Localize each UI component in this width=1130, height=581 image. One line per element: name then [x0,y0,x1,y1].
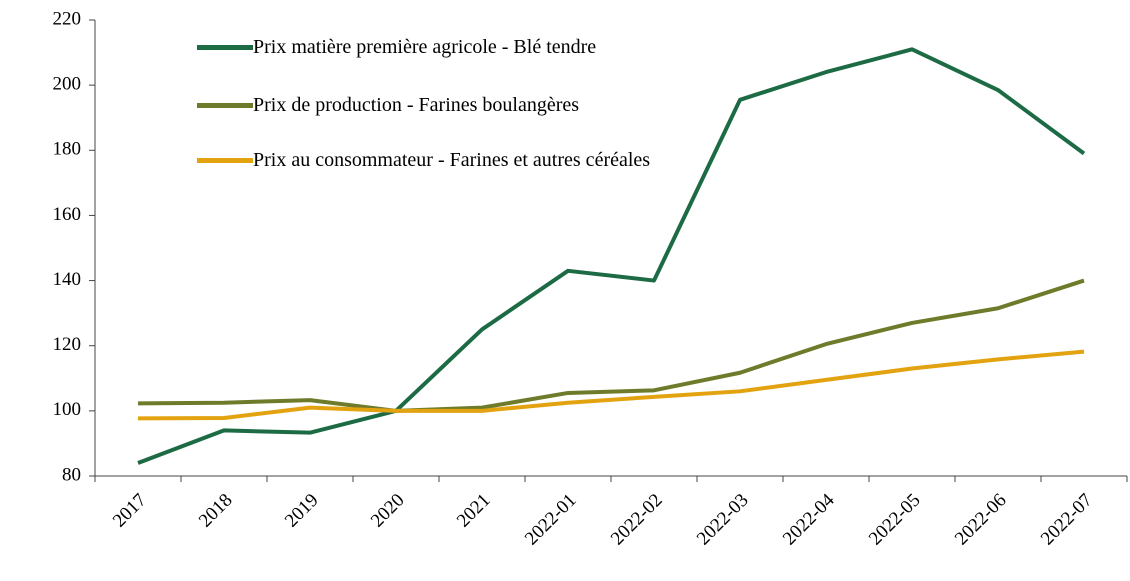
legend-swatch [197,103,253,108]
x-tick-label: 2020 [367,490,409,532]
x-tick-label: 2017 [109,490,151,532]
series-line [137,47,1086,465]
legend-entry: Prix au consommateur - Farines et autres… [197,144,733,176]
legend-label: Prix matière première agricole - Blé ten… [253,36,597,58]
x-tick-label: 2022-06 [951,490,1011,550]
x-tick-label: 2022-07 [1037,490,1097,550]
y-tick-label: 160 [53,204,82,225]
x-tick-label: 2021 [453,490,495,532]
x-tick-label: 2019 [281,490,323,532]
y-tick-label: 220 [53,8,82,29]
x-tick-label: 2022-04 [779,489,839,549]
legend-swatch [197,158,253,163]
legend-label: Prix de production - Farines boulangères [253,94,580,116]
legend-entry: Prix matière première agricole - Blé ten… [197,31,733,63]
series-line [137,349,1085,421]
y-tick-label: 120 [53,334,82,355]
x-tick-label: 2022-02 [607,490,667,550]
x-tick-label: 2022-05 [865,490,925,550]
legend-entry: Prix de production - Farines boulangères [197,89,733,121]
y-tick-label: 140 [53,269,82,290]
y-tick-label: 200 [53,74,82,95]
y-tick-label: 80 [62,464,81,485]
series-line [137,278,1085,413]
x-tick-label: 2018 [195,490,237,532]
legend-swatch [197,45,253,50]
x-tick-label: 2022-01 [521,490,581,550]
y-tick-label: 180 [53,139,82,160]
legend-label: Prix au consommateur - Farines et autres… [253,149,651,171]
x-tick-label: 2022-03 [693,490,753,550]
y-tick-label: 100 [53,399,82,420]
